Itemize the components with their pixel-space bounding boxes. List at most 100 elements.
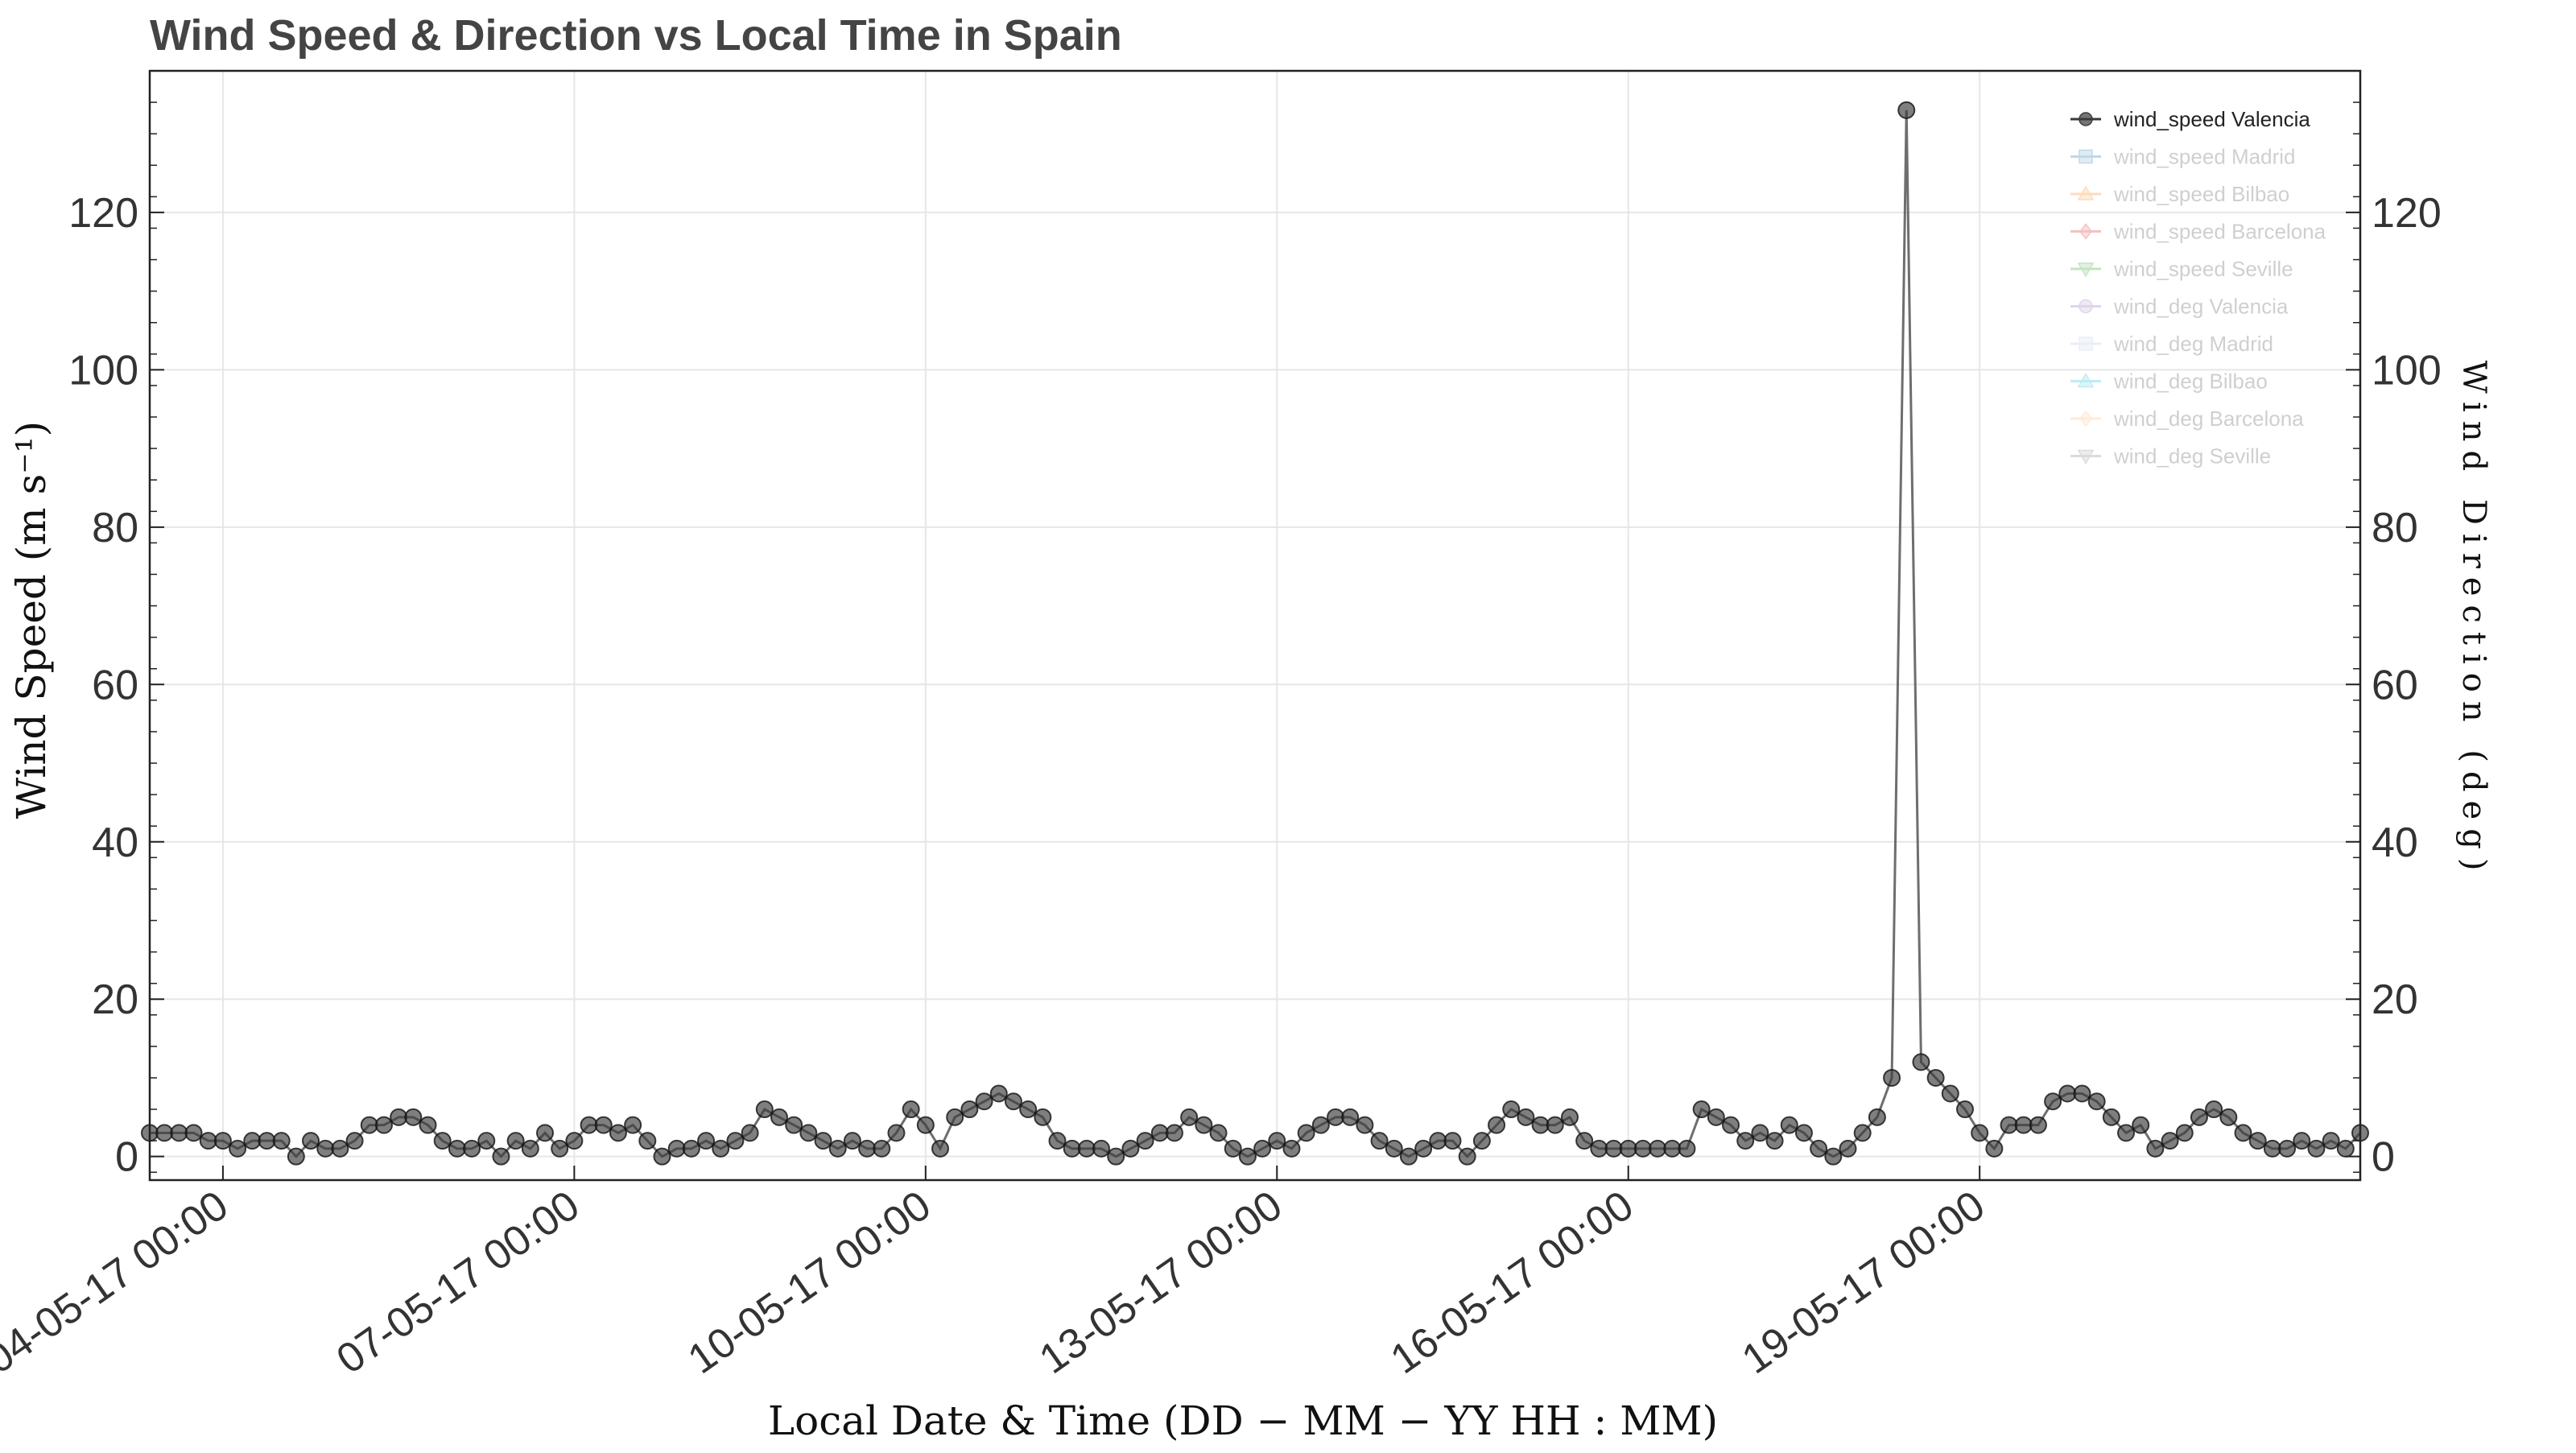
data-point bbox=[1195, 1116, 1213, 1134]
data-point bbox=[1063, 1139, 1081, 1158]
data-point bbox=[1955, 1100, 1974, 1119]
data-point bbox=[667, 1139, 686, 1158]
x-axis-label: Local Date & Time (DD − MM − YY HH : MM) bbox=[768, 1397, 1718, 1444]
series-wind_speed-valencia bbox=[141, 101, 2369, 1166]
data-point bbox=[199, 1132, 217, 1150]
legend-item: wind_deg Madrid bbox=[2070, 332, 2273, 356]
legend-item: wind_speed Barcelona bbox=[2070, 220, 2326, 244]
legend-item: wind_deg Bilbao bbox=[2070, 369, 2268, 394]
data-point bbox=[858, 1139, 877, 1158]
legend-item: wind_deg Seville bbox=[2070, 444, 2271, 469]
data-point bbox=[1941, 1084, 1959, 1103]
data-point bbox=[2132, 1116, 2150, 1134]
legend-item: wind_speed Bilbao bbox=[2070, 182, 2289, 206]
data-point bbox=[1297, 1124, 1315, 1142]
legend-item: wind_speed Seville bbox=[2070, 257, 2293, 281]
data-point bbox=[1794, 1124, 1813, 1142]
data-point bbox=[638, 1132, 657, 1150]
data-point bbox=[1971, 1124, 1989, 1142]
data-point bbox=[213, 1132, 232, 1150]
data-point bbox=[170, 1124, 188, 1142]
data-point bbox=[331, 1139, 349, 1158]
data-point bbox=[1165, 1124, 1183, 1142]
data-point bbox=[345, 1132, 364, 1150]
legend-label: wind_speed Barcelona bbox=[2113, 220, 2326, 244]
y-tick-label: 120 bbox=[68, 190, 138, 237]
y2-tick-label: 100 bbox=[2372, 347, 2442, 394]
data-point bbox=[1224, 1139, 1242, 1158]
legend-marker bbox=[2079, 149, 2093, 164]
y-tick-label: 40 bbox=[92, 819, 138, 866]
data-point bbox=[1311, 1116, 1330, 1134]
data-point bbox=[2307, 1139, 2326, 1158]
data-point bbox=[1604, 1139, 1623, 1158]
data-point bbox=[1751, 1124, 1769, 1142]
legend-label: wind_deg Madrid bbox=[2113, 332, 2273, 356]
legend-marker bbox=[2077, 262, 2095, 278]
legend-marker bbox=[2077, 449, 2095, 465]
data-point bbox=[1458, 1147, 1476, 1166]
y-axis-label: Wind Speed (m s⁻¹) bbox=[8, 421, 55, 819]
data-point bbox=[302, 1132, 320, 1150]
legend-marker bbox=[2077, 372, 2095, 388]
data-point bbox=[2175, 1124, 2194, 1142]
data-point bbox=[682, 1139, 700, 1158]
legend-marker bbox=[2079, 223, 2092, 240]
data-point bbox=[536, 1124, 555, 1142]
legend-label: wind_speed Valencia bbox=[2113, 107, 2310, 131]
legend-label: wind_deg Seville bbox=[2113, 444, 2271, 469]
data-point bbox=[1327, 1108, 1345, 1126]
data-point bbox=[594, 1116, 613, 1134]
data-point bbox=[1502, 1100, 1521, 1119]
data-point bbox=[2278, 1139, 2297, 1158]
data-point bbox=[1707, 1108, 1725, 1126]
y2-tick-label: 0 bbox=[2372, 1134, 2395, 1181]
data-point bbox=[258, 1132, 276, 1150]
data-point bbox=[2117, 1124, 2136, 1142]
data-point bbox=[1077, 1139, 1096, 1158]
series-layer bbox=[141, 101, 2369, 1166]
y2-tick-label: 80 bbox=[2372, 505, 2418, 551]
y-tick-label: 20 bbox=[92, 976, 138, 1023]
legend-label: wind_deg Valencia bbox=[2113, 295, 2289, 319]
data-point bbox=[887, 1124, 906, 1142]
data-point bbox=[1472, 1132, 1491, 1150]
data-point bbox=[155, 1124, 174, 1142]
data-point bbox=[477, 1132, 496, 1150]
data-point bbox=[1414, 1139, 1433, 1158]
data-point bbox=[1985, 1139, 2004, 1158]
data-point bbox=[2058, 1084, 2077, 1103]
data-point bbox=[1839, 1139, 1857, 1158]
legend-item: wind_speed Madrid bbox=[2070, 145, 2295, 169]
legend: wind_speed Valencia wind_speed Madrid wind… bbox=[2070, 107, 2326, 469]
data-point bbox=[1868, 1108, 1886, 1126]
data-point bbox=[1019, 1100, 1038, 1119]
data-point bbox=[1765, 1132, 1784, 1150]
data-point bbox=[448, 1139, 466, 1158]
data-point bbox=[1649, 1139, 1667, 1158]
legend-label: wind_deg Barcelona bbox=[2113, 407, 2304, 431]
data-point bbox=[873, 1139, 891, 1158]
data-point bbox=[2205, 1100, 2223, 1119]
data-point bbox=[374, 1116, 393, 1134]
data-point bbox=[1385, 1139, 1403, 1158]
data-point bbox=[1399, 1147, 1418, 1166]
data-point bbox=[1092, 1139, 1111, 1158]
data-point bbox=[1429, 1132, 1447, 1150]
data-point bbox=[521, 1139, 539, 1158]
data-point bbox=[1633, 1139, 1652, 1158]
data-point bbox=[1663, 1139, 1682, 1158]
data-point bbox=[1121, 1139, 1140, 1158]
data-point bbox=[2087, 1092, 2106, 1111]
data-point bbox=[814, 1132, 832, 1150]
data-point bbox=[2102, 1108, 2120, 1126]
data-point bbox=[2336, 1139, 2355, 1158]
y-tick-label: 100 bbox=[68, 347, 138, 394]
legend-item: wind_deg Valencia bbox=[2070, 295, 2289, 319]
data-point bbox=[770, 1108, 788, 1126]
data-point bbox=[1238, 1147, 1257, 1166]
data-point bbox=[287, 1147, 305, 1166]
legend-label: wind_speed Seville bbox=[2113, 257, 2293, 281]
data-point bbox=[989, 1084, 1008, 1103]
